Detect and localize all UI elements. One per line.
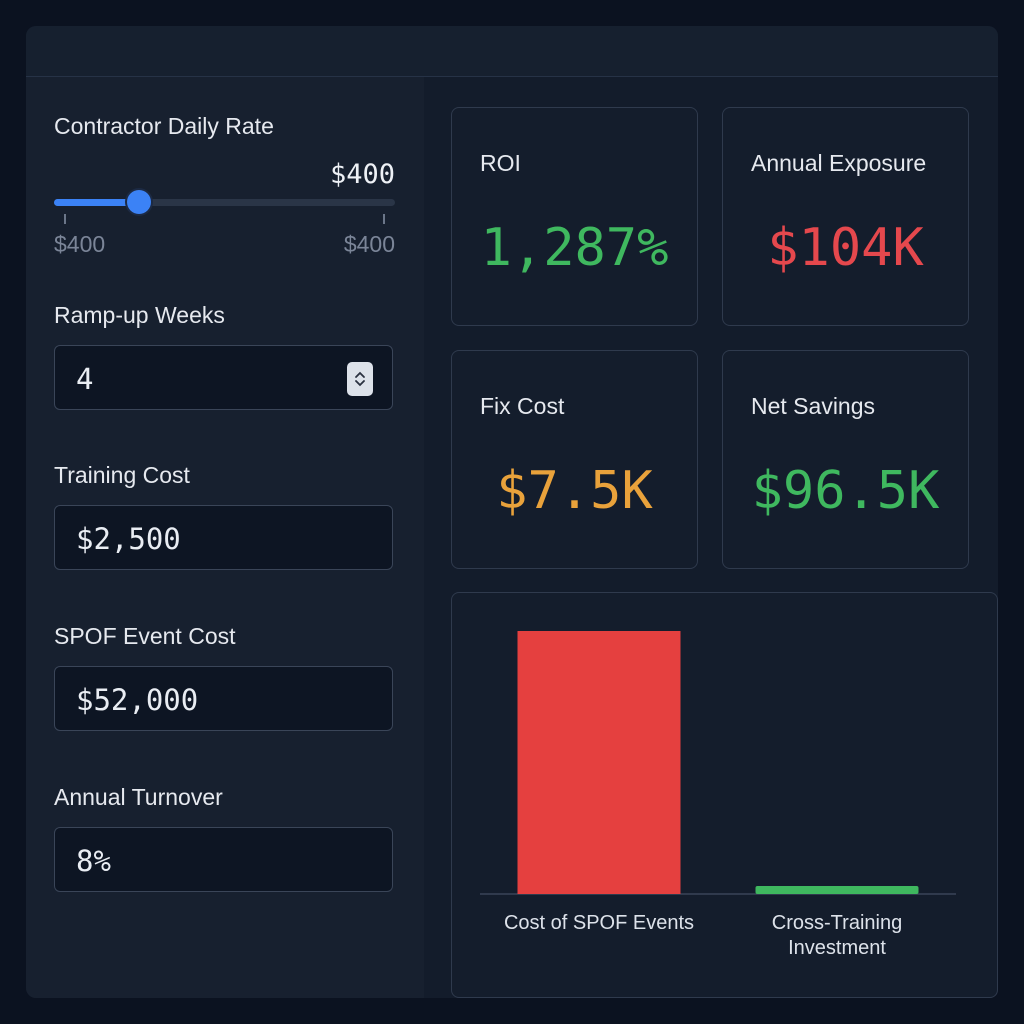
metric-title: Annual Exposure: [751, 150, 927, 176]
metric-title: Fix Cost: [480, 393, 565, 419]
slider-min-label: $400: [54, 231, 106, 257]
metric-card-net-savings: Net Savings $96.5K: [722, 350, 969, 569]
chevron-down-icon[interactable]: [354, 379, 366, 388]
training-cost-input[interactable]: $2,500: [54, 505, 393, 570]
contractor-rate-slider[interactable]: [54, 190, 395, 214]
metric-value: $104K: [767, 218, 924, 278]
spof-cost-value: $52,000: [76, 683, 199, 717]
chart-svg: Cost of SPOF Events Cross-Training Investm…: [480, 631, 956, 959]
number-stepper[interactable]: [347, 362, 373, 396]
metric-card-roi: ROI 1,287%: [451, 107, 698, 326]
ramp-up-value: 4: [76, 362, 94, 396]
slider-max-label: $400: [343, 231, 395, 257]
bar-2[interactable]: [755, 886, 919, 894]
training-cost-label: Training Cost: [54, 462, 190, 488]
top-bar: [26, 26, 998, 77]
metric-card-annual-exposure: Annual Exposure $104K: [722, 107, 969, 326]
slider-min-tick: [64, 214, 66, 224]
ramp-up-input[interactable]: 4: [54, 345, 393, 410]
turnover-input[interactable]: 8%: [54, 827, 393, 892]
metric-title: Net Savings: [751, 393, 876, 419]
bar-1[interactable]: [517, 631, 681, 894]
slider-fill: [54, 199, 140, 206]
turnover-value: 8%: [76, 844, 111, 878]
training-cost-value: $2,500: [76, 522, 181, 556]
spof-cost-input[interactable]: $52,000: [54, 666, 393, 731]
slider-max-tick: [383, 214, 385, 224]
metric-title: ROI: [480, 150, 521, 176]
metric-value: 1,287%: [480, 218, 669, 278]
ramp-up-label: Ramp-up Weeks: [54, 302, 225, 328]
x-tick-label-1: Cost of SPOF Events: [504, 912, 694, 934]
turnover-label: Annual Turnover: [54, 784, 223, 810]
inputs-panel: Contractor Daily Rate $400 $400 $400 Ram…: [26, 77, 424, 998]
metric-value: $7.5K: [496, 461, 653, 521]
spof-cost-label: SPOF Event Cost: [54, 623, 236, 649]
metric-card-fix-cost: Fix Cost $7.5K: [451, 350, 698, 569]
contractor-rate-label: Contractor Daily Rate: [54, 113, 274, 139]
metric-value: $96.5K: [751, 461, 940, 521]
chevron-up-icon[interactable]: [354, 370, 366, 379]
contractor-rate-value: $400: [329, 159, 395, 190]
x-tick-label-2: Cross-Training Investment: [772, 912, 902, 959]
slider-thumb[interactable]: [127, 190, 152, 214]
cost-comparison-chart: Cost of SPOF Events Cross-Training Investm…: [451, 592, 998, 998]
